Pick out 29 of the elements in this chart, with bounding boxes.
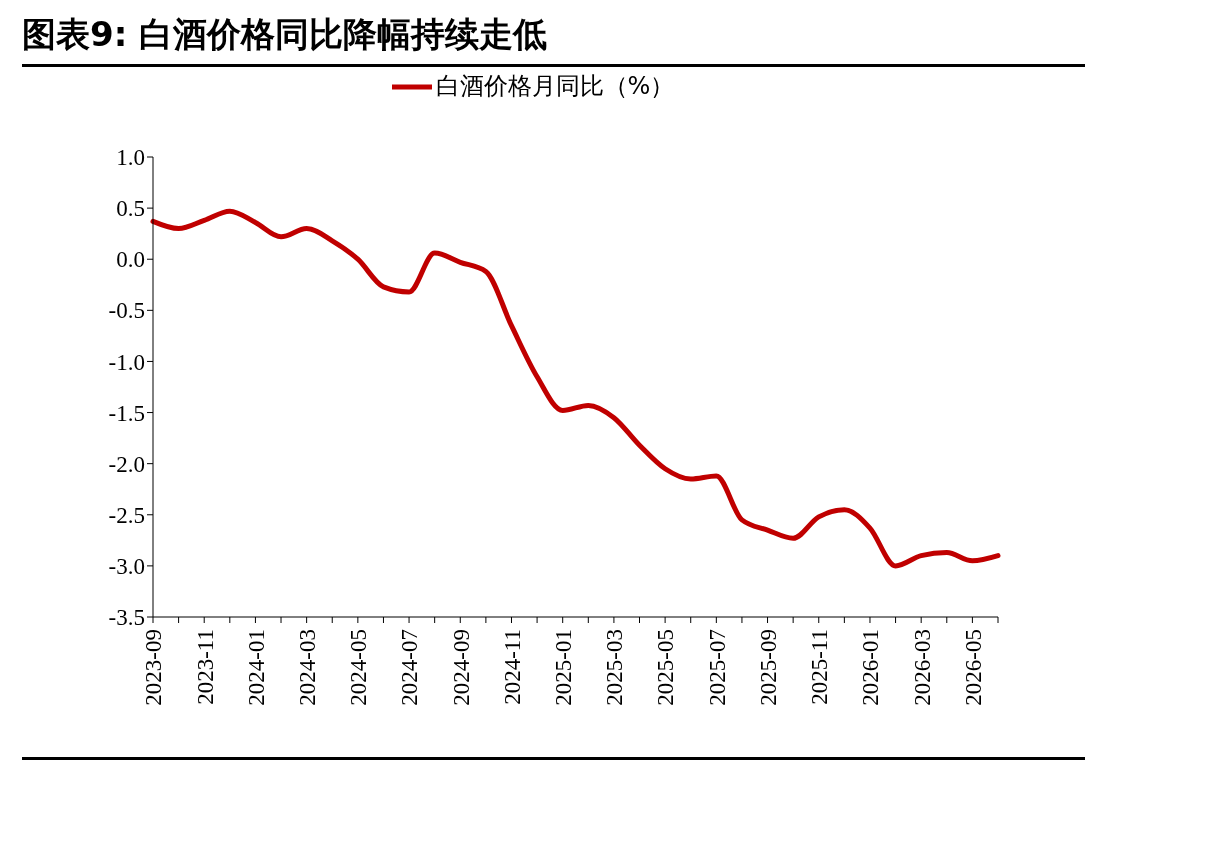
x-tick-label: 2025-11	[807, 629, 833, 705]
y-tick-label: 0.5	[116, 196, 145, 222]
x-tick-label: 2026-03	[909, 629, 935, 706]
x-tick-label: 2025-01	[551, 629, 577, 706]
legend-label: 白酒价格月同比（%）	[435, 72, 675, 100]
x-tick-label: 2023-09	[141, 629, 167, 706]
x-tick-label: 2024-05	[346, 629, 372, 706]
x-tick-label: 2024-07	[397, 629, 423, 706]
y-tick-label: -2.0	[108, 451, 145, 477]
x-tick-label: 2025-09	[755, 629, 781, 706]
x-tick-label: 2025-03	[602, 629, 628, 706]
x-tick-label: 2024-03	[294, 629, 320, 706]
x-tick-label: 2026-05	[960, 629, 986, 706]
x-tick-label: 2025-07	[704, 629, 730, 706]
chart-title: 图表9: 白酒价格同比降幅持续走低	[22, 14, 548, 54]
y-tick-label: -0.5	[108, 298, 145, 324]
y-tick-label: -2.5	[108, 502, 145, 528]
x-tick-label: 2024-01	[243, 629, 269, 706]
x-tick-label: 2023-11	[192, 629, 218, 705]
y-tick-label: -1.0	[108, 349, 145, 375]
y-tick-label: -3.5	[108, 605, 145, 631]
y-tick-label: 0.0	[116, 247, 145, 273]
x-tick-label: 2025-05	[653, 629, 679, 706]
x-tick-label: 2026-01	[858, 629, 884, 706]
x-tick-label: 2024-11	[499, 629, 525, 705]
y-tick-label: -3.0	[108, 554, 145, 580]
y-tick-label: 1.0	[116, 145, 145, 171]
x-tick-label: 2024-09	[448, 629, 474, 706]
y-tick-label: -1.5	[108, 400, 145, 426]
